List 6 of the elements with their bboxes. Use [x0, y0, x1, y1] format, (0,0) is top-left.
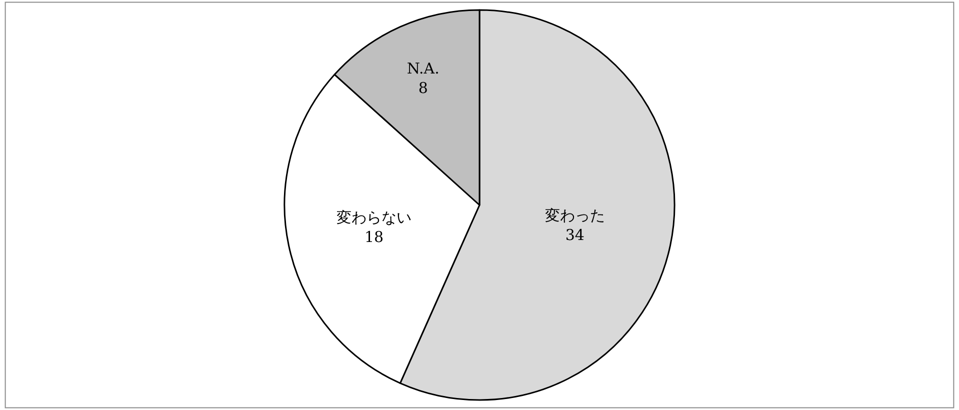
- data-label: 18: [364, 228, 384, 246]
- slice-label: N.A.: [406, 60, 440, 78]
- slice-label: 変わった: [544, 206, 605, 225]
- slice-label: 変わらない: [336, 208, 412, 227]
- data-label: 34: [565, 226, 584, 244]
- data-label: 8: [418, 79, 428, 98]
